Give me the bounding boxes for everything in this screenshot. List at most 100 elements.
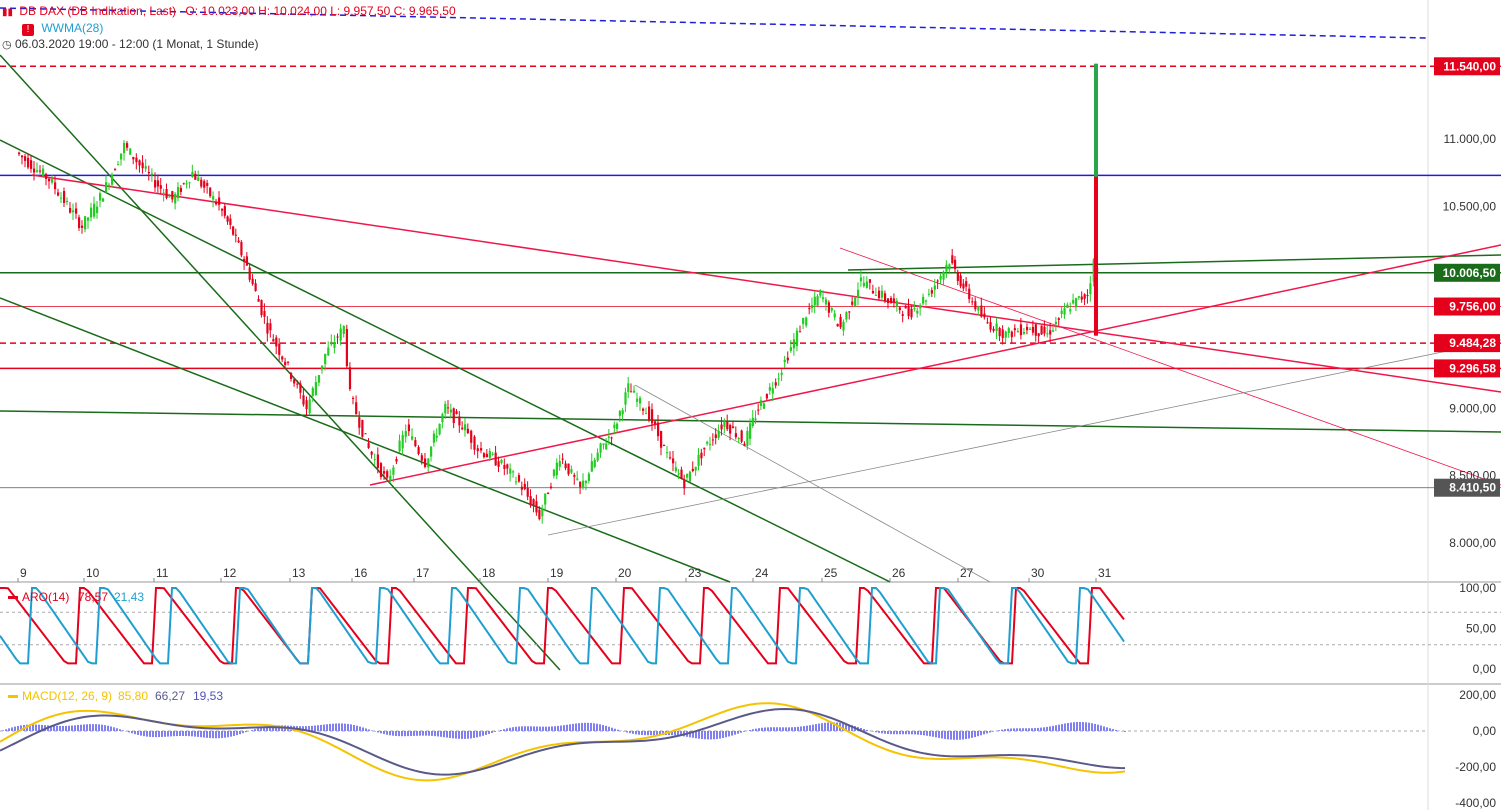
macd-hist-bar xyxy=(566,724,568,731)
candle-body xyxy=(512,471,515,473)
macd-hist-bar xyxy=(776,727,778,731)
macd-hist-bar xyxy=(173,731,175,737)
macd-hist-bar xyxy=(1025,728,1027,731)
macd-hist-bar xyxy=(461,731,463,739)
candle-body xyxy=(1069,309,1072,312)
macd-hist-bar xyxy=(1097,724,1099,731)
candle-body xyxy=(30,160,33,169)
candle-body xyxy=(1031,326,1035,333)
macd-hist-bar xyxy=(803,726,805,731)
macd-hist-bar xyxy=(458,731,460,739)
macd-hist-bar xyxy=(878,731,880,733)
macd-hist-bar xyxy=(950,731,952,740)
candle-body xyxy=(473,436,476,450)
x-tick-label: 12 xyxy=(223,566,237,580)
candle-body xyxy=(171,191,174,200)
macd-hist-bar xyxy=(782,727,784,731)
candle-body xyxy=(237,240,240,243)
macd-hist-bar xyxy=(104,725,106,731)
candle-body xyxy=(824,299,828,305)
macd-hist-bar xyxy=(1034,728,1036,731)
macd-hist-bar xyxy=(260,727,262,731)
macd-hist-bar xyxy=(971,731,973,738)
candle-body xyxy=(986,322,989,324)
candle-body xyxy=(126,143,129,148)
macd-hist-bar xyxy=(443,731,445,738)
macd-hist-bar xyxy=(1016,728,1018,731)
macd-hist-bar xyxy=(305,726,307,731)
candle-body xyxy=(971,301,974,303)
candle-body xyxy=(529,496,532,506)
macd-hist-bar xyxy=(563,725,565,731)
macd-hist-bar xyxy=(74,725,76,731)
macd-hist-bar xyxy=(521,726,523,731)
candle-body xyxy=(883,293,887,301)
macd-hist-bar xyxy=(320,724,322,731)
macd-y-tick: -200,00 xyxy=(1455,760,1496,774)
candle-body xyxy=(401,435,404,449)
macd-hist-bar xyxy=(767,727,769,731)
candle-body xyxy=(221,209,224,211)
macd-hist-bar xyxy=(1112,729,1114,731)
candle-body xyxy=(108,184,111,187)
candle-body xyxy=(898,307,901,311)
macd-hist-bar xyxy=(512,727,514,731)
macd-hist-bar xyxy=(527,726,529,731)
candle-body xyxy=(358,417,361,428)
macd-hist-bar xyxy=(758,728,760,731)
candle-body xyxy=(520,486,523,490)
candle-body xyxy=(162,192,165,194)
macd-hist-bar xyxy=(1037,727,1039,731)
macd-hist-bar xyxy=(194,731,196,737)
macd-hist-bar xyxy=(179,731,181,736)
macd-hist-bar xyxy=(560,725,562,731)
candle-body xyxy=(995,323,998,332)
candle-body xyxy=(96,206,99,214)
macd-hist-bar xyxy=(896,731,898,735)
macd-legend-swatch xyxy=(8,695,18,698)
candle-body xyxy=(352,398,355,400)
candle-body xyxy=(754,418,757,420)
candle-body xyxy=(680,469,683,479)
candle-body xyxy=(599,443,602,453)
candle-body xyxy=(819,290,822,296)
candle-body xyxy=(886,298,890,304)
candle-body xyxy=(206,182,209,186)
candle-body xyxy=(379,463,383,478)
price-label: 9.296,58 xyxy=(1449,361,1496,375)
macd-hist-bar xyxy=(65,725,67,731)
candle-body xyxy=(1029,328,1032,330)
macd-hist-bar xyxy=(494,731,496,732)
x-tick-label: 31 xyxy=(1098,566,1112,580)
x-tick-label: 24 xyxy=(755,566,769,580)
candle-body xyxy=(768,387,771,391)
macd-hist-bar xyxy=(629,731,631,734)
macd-hist-bar xyxy=(518,726,520,731)
candle-body xyxy=(700,452,703,459)
chart-type-icon[interactable]: ▮▮ xyxy=(2,7,14,18)
candle-body xyxy=(1022,332,1026,334)
price-label-box xyxy=(1434,297,1500,316)
candle-body xyxy=(945,264,948,272)
candle-body xyxy=(660,431,663,448)
macd-hist-bar xyxy=(941,731,943,739)
macd-hist-bar xyxy=(344,723,346,731)
macd-hist-bar xyxy=(20,725,22,731)
alert-icon[interactable]: ! xyxy=(22,24,34,36)
macd-hist-bar xyxy=(236,731,238,736)
candle-body xyxy=(420,455,423,461)
macd-hist-bar xyxy=(272,725,274,731)
macd-hist-bar xyxy=(845,723,847,731)
macd-hist-bar xyxy=(599,724,601,731)
aro-value-up: 78,57 xyxy=(78,590,108,604)
macd-hist-bar xyxy=(866,729,868,731)
candle-body xyxy=(948,264,951,270)
macd-hist-bar xyxy=(890,731,892,735)
macd-hist-bar xyxy=(929,731,931,737)
macd-hist-bar xyxy=(1085,722,1087,731)
green-trendline-4 xyxy=(847,254,1501,271)
macd-hist-bar xyxy=(998,730,1000,731)
macd-hist-bar xyxy=(251,730,253,731)
macd-hist-bar xyxy=(1070,722,1072,731)
macd-hist-bar xyxy=(476,731,478,738)
